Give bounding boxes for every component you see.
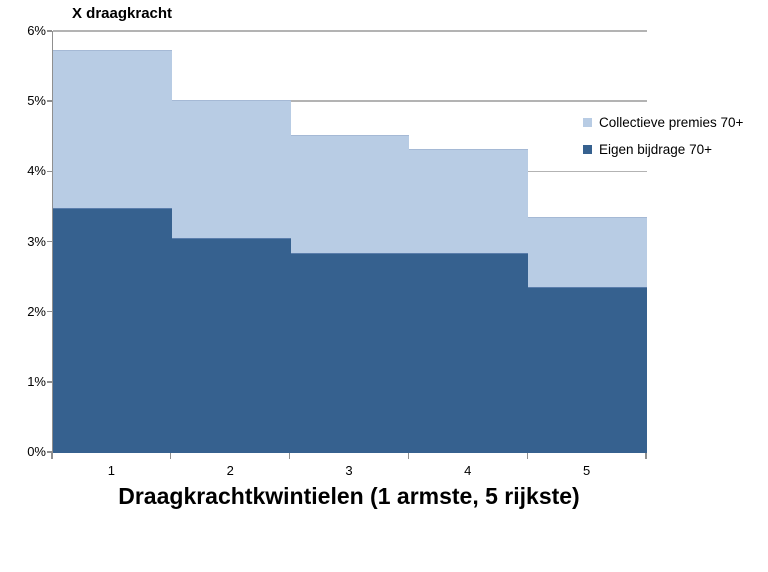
x-tick-3 (407, 453, 410, 459)
y-tick-5pct (47, 100, 52, 102)
area-segment-eigen-q5 (528, 287, 647, 453)
x-tick-5 (645, 453, 647, 459)
area-segment-eigen-q4 (409, 252, 529, 453)
y-tick-3pct (47, 240, 52, 243)
y-tick-4pct (47, 170, 52, 173)
y-axis-label-5pct: 5% (27, 93, 46, 109)
x-axis-label-quintile-2: 2 (226, 463, 234, 478)
x-axis-label-quintile-3: 3 (345, 463, 353, 478)
plot-area (52, 30, 647, 453)
y-tick-1pct (47, 381, 52, 383)
x-tick-4 (526, 453, 528, 459)
x-axis-title: Draagkrachtkwintielen (1 armste, 5 rijks… (118, 483, 580, 509)
area-segment-eigen-q1 (53, 207, 172, 453)
legend-item-collectieve-premies: Collectieve premies 70+ (583, 109, 743, 136)
y-axis-label-6pct: 6% (27, 23, 46, 38)
y-axis-label-4pct: 4% (27, 163, 46, 179)
legend-swatch-light-blue-icon (583, 118, 592, 127)
legend-swatch-dark-blue-icon (583, 145, 592, 154)
y-axis-label-2pct: 2% (27, 303, 46, 319)
y-axis-label-1pct: 1% (27, 373, 46, 389)
y-tick-6pct (47, 30, 52, 32)
x-axis-label-quintile-1: 1 (107, 463, 115, 478)
legend-label-eigen-bijdrage: Eigen bijdrage 70+ (599, 142, 712, 157)
x-tick-0 (51, 453, 53, 459)
legend-label-collectieve-premies: Collectieve premies 70+ (599, 115, 744, 130)
area-segment-eigen-q3 (290, 252, 410, 453)
x-axis-label-quintile-5: 5 (582, 463, 591, 478)
area-segment-collectieve-q3 (290, 134, 410, 254)
gridline-6pct (53, 30, 647, 32)
legend: Collectieve premies 70+ Eigen bijdrage 7… (583, 109, 743, 163)
legend-item-eigen-bijdrage: Eigen bijdrage 70+ (583, 136, 743, 163)
area-segment-collectieve-q2 (171, 99, 291, 239)
x-axis-label-quintile-4: 4 (464, 463, 472, 478)
chart-title: X draagkracht (72, 5, 173, 22)
y-tick-2pct (47, 310, 52, 313)
area-segment-collectieve-q5 (528, 216, 647, 289)
y-axis-label-0pct: 0% (27, 444, 46, 459)
y-axis-label-3pct: 3% (27, 233, 46, 249)
area-segment-collectieve-q4 (409, 148, 529, 254)
x-tick-1 (170, 453, 172, 459)
area-segment-collectieve-q1 (53, 49, 172, 209)
area-segment-eigen-q2 (171, 237, 291, 453)
gridline-5pct (53, 100, 647, 102)
y-tick-0pct (47, 451, 52, 453)
x-tick-2 (288, 453, 291, 459)
